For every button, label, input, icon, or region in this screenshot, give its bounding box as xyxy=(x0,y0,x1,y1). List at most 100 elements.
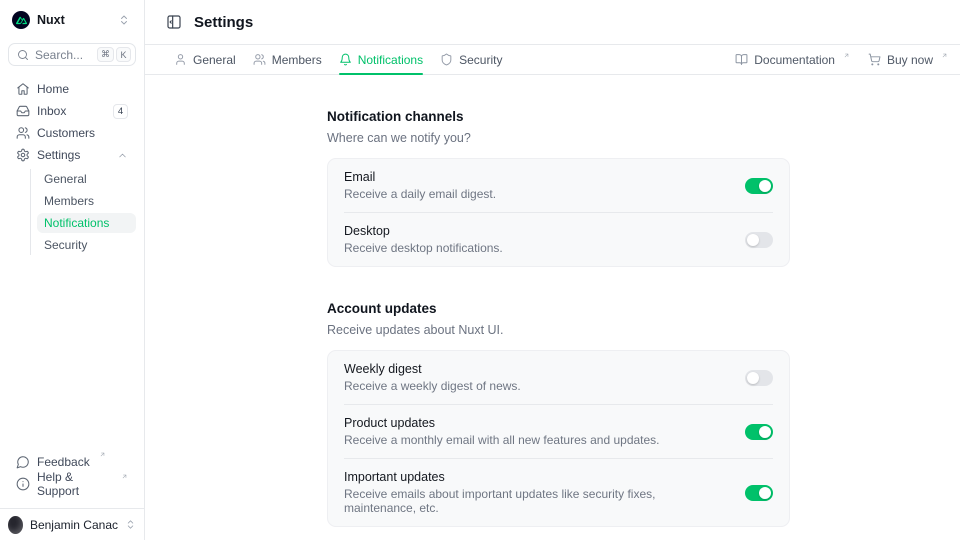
inbox-icon xyxy=(16,104,30,118)
settings-card: Email Receive a daily email digest. Desk… xyxy=(327,158,790,267)
team-name: Nuxt xyxy=(37,13,65,27)
sidebar-item-label: Home xyxy=(37,82,70,96)
tab-label: General xyxy=(193,52,236,67)
external-link-icon xyxy=(843,52,850,59)
sidebar-item-customers[interactable]: Customers xyxy=(8,123,136,143)
tab-label: Notifications xyxy=(357,52,424,67)
external-link-icon xyxy=(941,52,948,59)
setting-title: Product updates xyxy=(344,416,436,430)
sidebar-subitem-members[interactable]: Members xyxy=(37,191,136,211)
setting-title: Important updates xyxy=(344,470,445,484)
search-input[interactable]: Search... ⌘ K xyxy=(8,43,136,66)
settings-tabbar: General Members Notifications Security xyxy=(145,45,960,75)
sidebar-item-settings[interactable]: Settings xyxy=(8,145,136,165)
user-menu[interactable]: Benjamin Canac xyxy=(0,508,144,540)
sidebar-item-inbox[interactable]: Inbox 4 xyxy=(8,101,136,121)
section-account-updates: Account updates Receive updates about Nu… xyxy=(327,301,790,527)
email-toggle[interactable] xyxy=(745,177,773,194)
home-icon xyxy=(16,82,30,96)
setting-title: Desktop xyxy=(344,224,390,238)
users-icon xyxy=(253,53,266,66)
chevrons-up-down-icon xyxy=(125,519,136,530)
action-label: Documentation xyxy=(754,52,835,67)
inbox-count-badge: 4 xyxy=(113,103,128,119)
setting-description: Receive a weekly digest of news. xyxy=(344,379,521,393)
info-circle-icon xyxy=(16,477,30,491)
book-open-icon xyxy=(735,53,748,66)
section-subtitle: Where can we notify you? xyxy=(327,131,471,145)
setting-row-email: Email Receive a daily email digest. xyxy=(344,159,773,212)
users-icon xyxy=(16,126,30,140)
team-selector[interactable]: Nuxt xyxy=(8,8,136,32)
setting-row-important-updates: Important updates Receive emails about i… xyxy=(344,458,773,526)
collapse-sidebar-button[interactable] xyxy=(164,12,184,32)
sidebar-item-home[interactable]: Home xyxy=(8,79,136,99)
setting-description: Receive emails about important updates l… xyxy=(344,487,656,515)
settings-sub-list: General Members Notifications Security xyxy=(30,169,136,255)
feedback-link[interactable]: Feedback xyxy=(8,452,136,472)
setting-description: Receive a daily email digest. xyxy=(344,187,497,201)
sub-item-label: Notifications xyxy=(44,216,110,230)
tab-members[interactable]: Members xyxy=(253,45,322,74)
weekly-digest-toggle[interactable] xyxy=(745,369,773,386)
shield-icon xyxy=(440,53,453,66)
setting-row-product-updates: Product updates Receive a monthly email … xyxy=(344,404,773,458)
buy-now-link[interactable]: Buy now xyxy=(868,53,948,67)
product-updates-toggle[interactable] xyxy=(745,423,773,440)
cart-icon xyxy=(868,53,881,66)
important-updates-toggle[interactable] xyxy=(745,484,773,501)
settings-card: Weekly digest Receive a weekly digest of… xyxy=(327,350,790,527)
tabbar-actions: Documentation Buy now xyxy=(735,53,948,67)
sub-item-label: Members xyxy=(44,194,95,208)
sidebar-item-label: Settings xyxy=(37,148,81,162)
nuxt-logo-icon xyxy=(12,11,30,29)
setting-description: Receive desktop notifications. xyxy=(344,241,503,255)
action-label: Buy now xyxy=(886,52,933,67)
setting-row-weekly-digest: Weekly digest Receive a weekly digest of… xyxy=(344,351,773,404)
page-title: Settings xyxy=(194,13,254,31)
setting-row-desktop: Desktop Receive desktop notifications. xyxy=(344,212,773,266)
documentation-link[interactable]: Documentation xyxy=(735,53,850,67)
section-title: Account updates xyxy=(327,301,437,316)
external-link-icon xyxy=(99,451,106,458)
sidebar: Nuxt Search... ⌘ K Home xyxy=(0,0,145,540)
kbd-k: K xyxy=(116,47,131,62)
main-panel: Settings General Members Notifications S… xyxy=(145,0,960,540)
user-name: Benjamin Canac xyxy=(29,517,118,532)
sidebar-nav: Home Inbox 4 Customers Settings xyxy=(8,79,136,255)
sidebar-footer: Feedback Help & Support xyxy=(8,452,136,500)
setting-description: Receive a monthly email with all new fea… xyxy=(344,433,660,447)
setting-title: Email xyxy=(344,170,376,184)
footer-item-label: Help & Support xyxy=(37,470,80,498)
sidebar-item-label: Customers xyxy=(37,126,96,140)
bell-icon xyxy=(339,53,352,66)
sub-item-label: Security xyxy=(44,238,88,252)
speech-bubble-icon xyxy=(16,455,30,469)
sidebar-subitem-security[interactable]: Security xyxy=(37,235,136,255)
sidebar-subitem-general[interactable]: General xyxy=(37,169,136,189)
gear-icon xyxy=(16,148,30,162)
setting-title: Weekly digest xyxy=(344,362,422,376)
section-subtitle: Receive updates about Nuxt UI. xyxy=(327,323,504,337)
desktop-toggle[interactable] xyxy=(745,231,773,248)
tab-notifications[interactable]: Notifications xyxy=(338,45,424,75)
footer-item-label: Feedback xyxy=(37,455,90,469)
avatar xyxy=(8,515,23,534)
kbd-cmd: ⌘ xyxy=(97,47,114,62)
search-placeholder: Search... xyxy=(35,47,84,62)
help-support-link[interactable]: Help & Support xyxy=(8,470,136,498)
notifications-settings-page: Notification channels Where can we notif… xyxy=(145,75,960,540)
external-link-icon xyxy=(121,473,128,480)
search-shortcut: ⌘ K xyxy=(97,47,131,62)
sub-item-label: General xyxy=(44,172,87,186)
main-header: Settings xyxy=(145,0,960,45)
search-icon xyxy=(17,49,29,61)
sidebar-subitem-notifications[interactable]: Notifications xyxy=(37,213,136,233)
section-notification-channels: Notification channels Where can we notif… xyxy=(327,109,790,267)
tab-label: Members xyxy=(271,52,322,67)
tab-security[interactable]: Security xyxy=(440,45,502,74)
tab-label: Security xyxy=(459,52,503,67)
chevrons-up-down-icon xyxy=(118,14,130,26)
tab-general[interactable]: General xyxy=(174,45,236,74)
user-icon xyxy=(174,53,187,66)
